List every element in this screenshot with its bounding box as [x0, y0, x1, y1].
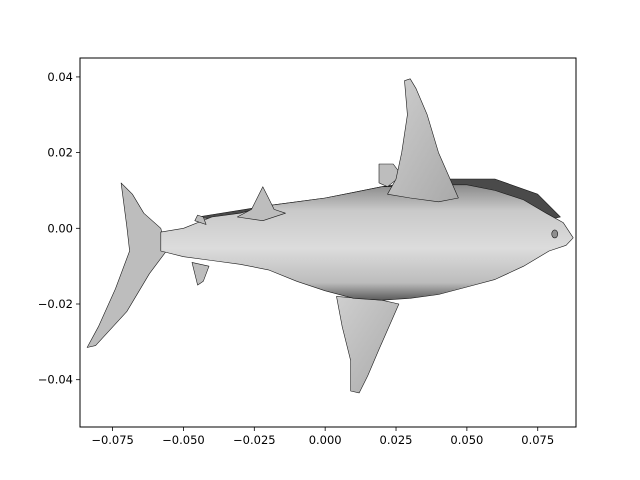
- second-dorsal-fin: [194, 214, 207, 225]
- pectoral-fin-lower: [336, 296, 400, 394]
- x-tick-label: 0.050: [450, 433, 483, 447]
- shark-mesh: [86, 78, 574, 394]
- eye: [551, 229, 559, 239]
- pelvic-fin: [191, 262, 210, 286]
- x-tick-label: 0.000: [309, 433, 342, 447]
- x-tick-label: −0.075: [91, 433, 134, 447]
- dorsal-fin: [387, 78, 459, 203]
- x-tick-label: 0.075: [521, 433, 554, 447]
- x-axis: −0.075 −0.050 −0.025 0.000 0.025 0.050 0.075: [91, 427, 554, 447]
- x-tick-label: 0.025: [380, 433, 413, 447]
- y-tick-label: −0.04: [38, 373, 73, 387]
- y-tick-label: 0.04: [47, 70, 73, 84]
- pectoral-fin-left: [237, 186, 286, 221]
- y-tick-label: −0.02: [38, 297, 73, 311]
- shark-body: [160, 184, 574, 301]
- y-axis: 0.04 0.02 0.00 −0.02 −0.04: [38, 70, 80, 387]
- y-tick-label: 0.02: [47, 146, 73, 160]
- axes-frame: [79, 57, 577, 428]
- caudal-fin: [86, 182, 167, 348]
- y-tick-label: 0.00: [47, 221, 73, 235]
- x-tick-label: −0.025: [233, 433, 276, 447]
- x-tick-label: −0.050: [162, 433, 205, 447]
